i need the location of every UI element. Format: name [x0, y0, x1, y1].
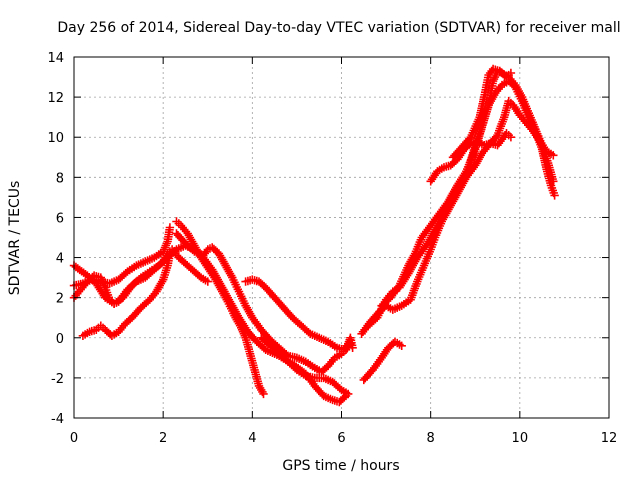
series-markers	[69, 223, 175, 290]
x-tick-label: 10	[512, 431, 529, 446]
series-arc-6	[172, 229, 355, 377]
y-tick-label: -4	[51, 412, 64, 427]
series-arc-7	[241, 275, 357, 354]
x-tick-label: 6	[337, 431, 345, 446]
chart-title: Day 256 of 2014, Sidereal Day-to-day VTE…	[57, 20, 620, 36]
series-markers	[377, 66, 558, 310]
series-markers	[172, 229, 355, 377]
series-markers	[448, 64, 516, 162]
y-tick-label: 14	[47, 51, 64, 66]
y-tick-label: 8	[56, 171, 64, 186]
series-markers	[359, 337, 406, 385]
axis-ticks: 0 2 4 6 8 10 12 -4 -2 0 2 4 6 8 10 12 14	[47, 51, 617, 446]
y-tick-label: 10	[47, 131, 64, 146]
series-arc-4	[78, 249, 175, 340]
series-arc-9	[359, 337, 406, 385]
series-arc-14	[448, 64, 516, 162]
y-tick-label: 4	[56, 252, 64, 267]
x-tick-label: 12	[601, 431, 618, 446]
grid	[74, 57, 609, 418]
series-arc-8	[257, 333, 353, 399]
data-series	[69, 64, 559, 407]
y-tick-label: 12	[47, 91, 64, 106]
y-tick-label: 6	[56, 211, 64, 226]
x-axis-label: GPS time / hours	[282, 458, 399, 474]
x-tick-label: 0	[70, 431, 78, 446]
series-markers	[241, 275, 357, 354]
series-markers	[78, 249, 175, 340]
series-arc-12	[377, 66, 558, 310]
series-arc-3	[69, 223, 175, 290]
y-tick-label: 2	[56, 292, 64, 307]
y-tick-label: -2	[51, 372, 64, 387]
x-tick-label: 2	[159, 431, 167, 446]
y-axis-label: SDTVAR / TECUs	[7, 181, 23, 296]
series-markers	[257, 333, 353, 399]
x-tick-label: 4	[248, 431, 256, 446]
x-tick-label: 8	[427, 431, 435, 446]
y-tick-label: 0	[56, 332, 64, 347]
